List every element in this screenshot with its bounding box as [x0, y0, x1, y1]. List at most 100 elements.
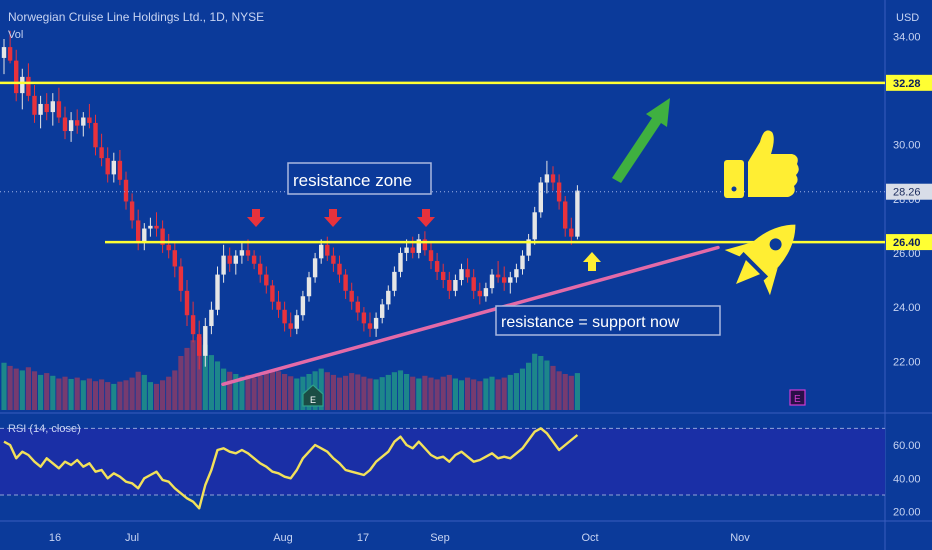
volume-bar — [489, 376, 495, 410]
volume-bar — [410, 376, 416, 410]
volume-bar — [44, 373, 50, 410]
volume-bar — [373, 379, 379, 410]
candle-body — [1, 47, 7, 58]
volume-bar — [68, 378, 74, 410]
volume-bar — [562, 374, 568, 410]
candle-body — [178, 266, 184, 291]
candle-body — [154, 225, 159, 229]
candle-body — [538, 182, 543, 213]
volume-bar — [1, 362, 7, 410]
volume-bar — [245, 374, 251, 410]
volume-bar — [141, 374, 147, 410]
volume-bar — [336, 377, 343, 410]
price-tick-label: 30.00 — [893, 140, 921, 152]
down-arrow-icon — [324, 209, 342, 227]
candle-body — [422, 239, 428, 251]
rsi-band-fill — [0, 428, 885, 495]
volume-bar — [86, 378, 92, 410]
volume-bar — [288, 376, 294, 410]
candle-body — [105, 158, 110, 175]
rsi-label: RSI (14, close) — [8, 423, 81, 435]
volume-bar — [92, 381, 99, 410]
candle-body — [514, 269, 519, 278]
candle-body — [215, 274, 220, 310]
candle-body — [434, 261, 440, 272]
down-arrow-icon — [247, 209, 265, 227]
volume-bar — [221, 368, 227, 410]
candle-body — [160, 228, 165, 245]
candle-body — [93, 122, 98, 148]
candle-body — [477, 290, 482, 297]
candle-body — [148, 225, 153, 229]
volume-bar — [574, 373, 580, 410]
candle-body — [50, 101, 55, 113]
green-arrow-icon — [612, 98, 670, 183]
volume-bar — [501, 377, 507, 410]
candle-body — [337, 263, 342, 275]
support-now-text: resistance = support now — [501, 314, 680, 331]
rsi-tick-label: 20.00 — [893, 507, 921, 519]
candle-body — [142, 228, 147, 243]
volume-bar — [458, 380, 465, 410]
support-now-annotation: resistance = support now — [495, 305, 721, 336]
candle-body — [62, 117, 68, 132]
candle-body — [264, 274, 269, 286]
volume-bar — [434, 379, 440, 410]
price-tick-label: 22.00 — [893, 356, 921, 368]
volume-bar — [544, 360, 550, 410]
volume-bar — [239, 376, 245, 410]
candle-body — [447, 280, 452, 291]
volume-bar — [318, 368, 324, 410]
candle-body — [373, 317, 379, 329]
volume-bar — [251, 377, 257, 410]
volume-bar — [446, 374, 452, 410]
volume-bar — [465, 377, 471, 410]
volume-bar — [257, 375, 263, 410]
candle-body — [556, 182, 562, 202]
volume-bar — [519, 368, 526, 410]
volume-bar — [349, 373, 355, 410]
volume-bar — [330, 374, 336, 410]
volume-bar — [440, 376, 446, 410]
candle-body — [398, 252, 403, 272]
candle-body — [453, 280, 458, 291]
rsi-line — [3, 427, 579, 510]
candle-body — [227, 255, 232, 264]
candle-body — [428, 250, 434, 262]
candle-body — [343, 274, 348, 291]
candle-body — [465, 269, 470, 278]
axes: 34.0030.0028.0026.0024.0022.0032.2826.40… — [49, 31, 932, 544]
candle-body — [172, 250, 177, 267]
volume-bar — [513, 373, 519, 410]
resistance-zone-annotation: resistance zone — [287, 162, 432, 195]
candle-body — [441, 271, 446, 280]
down-arrow-icon — [417, 209, 435, 227]
volume-bar — [507, 374, 513, 410]
volume-bar — [190, 340, 196, 410]
level-badge — [886, 234, 932, 251]
candle-body — [569, 228, 574, 237]
candle-body — [7, 47, 13, 61]
candle-body — [282, 309, 287, 324]
earnings-marker: E — [789, 389, 806, 406]
volume-bar — [117, 381, 123, 410]
candle-body — [233, 255, 238, 264]
volume-bar — [99, 379, 105, 410]
volume-bar — [550, 365, 556, 410]
price-tick-label: 26.00 — [893, 248, 921, 260]
volume-bar — [129, 377, 135, 410]
earnings-marker: E — [302, 384, 324, 407]
trendline — [221, 245, 720, 387]
candle-body — [392, 271, 397, 291]
candle-body — [306, 277, 312, 297]
volume-bar — [355, 374, 361, 410]
volume-bar — [428, 377, 434, 410]
candle-body — [459, 269, 464, 280]
volume-bar — [62, 376, 68, 410]
volume-bar — [214, 361, 221, 410]
volume-bar — [208, 355, 214, 410]
candle-body — [544, 174, 550, 183]
earnings-marker-label: E — [794, 394, 801, 405]
candle-body — [258, 263, 263, 275]
